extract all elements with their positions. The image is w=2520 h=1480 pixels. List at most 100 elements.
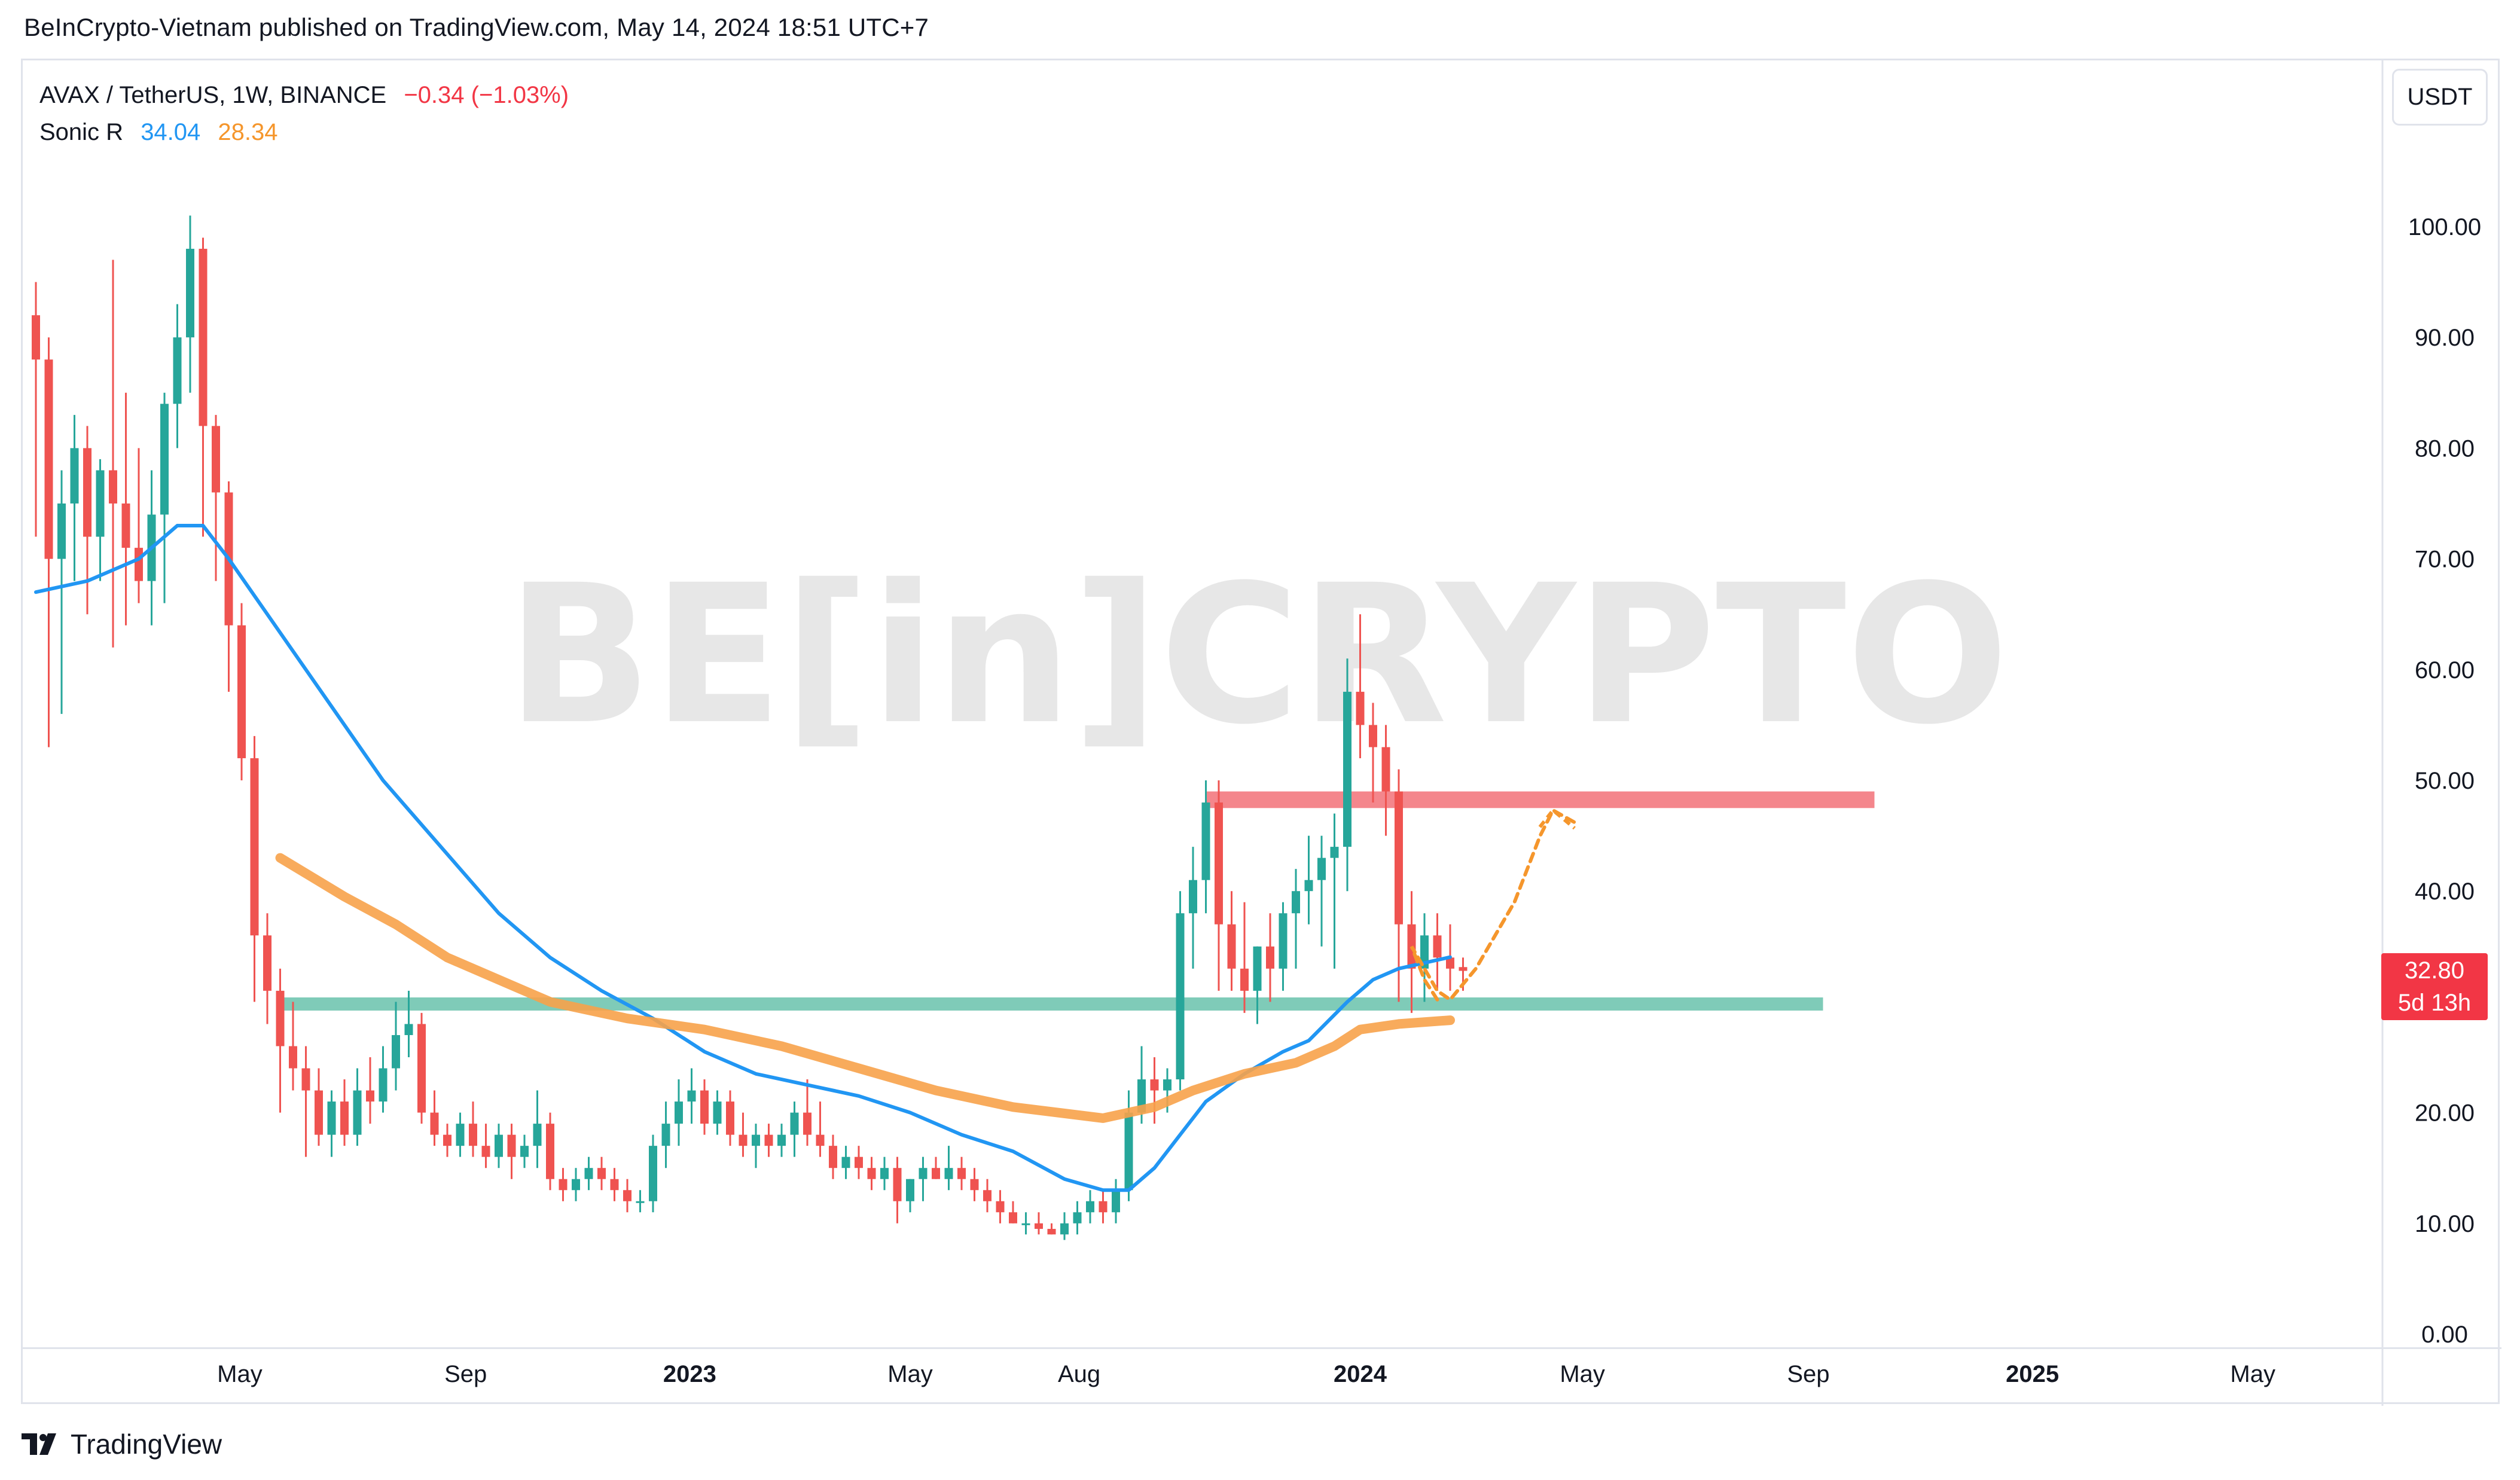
time-tick-label[interactable]: Sep — [1787, 1361, 1829, 1387]
time-axis-divider — [23, 1347, 2501, 1406]
candle-body — [764, 1134, 773, 1146]
candle-body — [957, 1168, 966, 1179]
candle-body — [212, 426, 220, 493]
candle-body — [443, 1134, 451, 1146]
candle-body — [1266, 946, 1274, 969]
watermark-text: BE[in]CRYPTO — [507, 544, 2009, 767]
indicator-row[interactable]: Sonic R 34.04 28.34 — [39, 114, 579, 151]
price-tick-label[interactable]: 60.00 — [2415, 657, 2475, 683]
candle-body — [1343, 691, 1351, 847]
candle-body — [880, 1168, 889, 1179]
candle-body — [970, 1179, 979, 1191]
candle-body — [1009, 1212, 1017, 1223]
currency-button[interactable]: USDT — [2392, 69, 2488, 126]
time-tick-label[interactable]: Aug — [1058, 1361, 1100, 1387]
candle-body — [121, 503, 130, 548]
candle-body — [173, 337, 182, 404]
time-tick-label[interactable]: Sep — [444, 1361, 487, 1387]
candle-body — [186, 249, 194, 338]
candle-body — [1099, 1201, 1108, 1213]
price-axis[interactable]: 0.0010.0020.0030.0040.0050.0060.0070.008… — [2408, 214, 2481, 1348]
tradingview-brand[interactable]: TradingView — [22, 1426, 222, 1462]
candle-body — [1060, 1223, 1069, 1235]
price-change: −0.34 (−1.03%) — [404, 82, 569, 108]
candle-body — [199, 249, 208, 426]
time-tick-label[interactable]: May — [1560, 1361, 1605, 1387]
candle-body — [237, 625, 246, 758]
candle-body — [507, 1134, 516, 1157]
last-price-badge: 32.80 5d 13h — [2381, 953, 2488, 1020]
candle-body — [1163, 1079, 1171, 1091]
candle-body — [289, 1046, 297, 1069]
symbol-row[interactable]: AVAX / TetherUS, 1W, BINANCE −0.34 (−1.0… — [39, 77, 579, 114]
chart-legend: AVAX / TetherUS, 1W, BINANCE −0.34 (−1.0… — [39, 77, 579, 151]
candle-body — [263, 935, 271, 991]
candle-body — [353, 1090, 362, 1135]
indicator-name[interactable]: Sonic R — [39, 119, 124, 145]
candle-body — [96, 470, 105, 537]
last-price: 32.80 — [2404, 957, 2465, 984]
candle-body — [700, 1090, 709, 1124]
time-tick-label[interactable]: 2025 — [2006, 1361, 2059, 1387]
price-tick-label[interactable]: 80.00 — [2415, 435, 2475, 462]
candle-body — [327, 1101, 336, 1135]
price-tick-label[interactable]: 100.00 — [2408, 214, 2481, 240]
candle-body — [44, 359, 53, 559]
price-tick-label[interactable]: 40.00 — [2415, 878, 2475, 905]
candle-body — [109, 470, 117, 503]
candle-body — [610, 1179, 619, 1191]
price-tick-label[interactable]: 70.00 — [2415, 547, 2475, 573]
candle-body — [70, 448, 79, 503]
candle-body — [584, 1168, 593, 1179]
candle-body — [379, 1068, 388, 1102]
candle-body — [83, 448, 91, 537]
price-chart[interactable]: BE[in]CRYPTO 0.0010.0020.0030.0040.0050.… — [23, 60, 2501, 1406]
candle-body — [1433, 935, 1442, 958]
candle-body — [495, 1134, 503, 1157]
price-tick-label[interactable]: 50.00 — [2415, 768, 2475, 794]
candle-body — [1317, 858, 1326, 880]
candle-body — [739, 1134, 748, 1146]
candle-body — [1112, 1190, 1120, 1213]
candle-body — [1035, 1223, 1043, 1229]
candle-body — [1395, 791, 1403, 924]
candle-body — [1150, 1079, 1159, 1091]
candle-body — [559, 1179, 568, 1191]
candle-body — [404, 1024, 413, 1035]
time-tick-label[interactable]: 2023 — [663, 1361, 716, 1387]
candle-body — [1279, 913, 1288, 969]
candle-body — [803, 1112, 811, 1135]
projection-arrow-head — [1538, 807, 1576, 830]
time-axis-border — [23, 1347, 2501, 1349]
candle-body — [1215, 802, 1223, 924]
candle-body — [520, 1146, 529, 1157]
candle-body — [996, 1201, 1005, 1213]
time-tick-label[interactable]: 2024 — [1334, 1361, 1387, 1387]
price-tick-label[interactable]: 10.00 — [2415, 1211, 2475, 1237]
candle-body — [893, 1168, 902, 1201]
candle-body — [816, 1134, 825, 1146]
time-tick-label[interactable]: May — [887, 1361, 933, 1387]
candle-body — [713, 1101, 722, 1124]
sonic-r-slow-line — [275, 853, 1455, 1123]
indicator-value-fast: 34.04 — [141, 119, 201, 145]
time-tick-label[interactable]: May — [217, 1361, 263, 1387]
price-tick-label[interactable]: 0.00 — [2421, 1322, 2468, 1348]
candle-body — [417, 1024, 426, 1113]
candle-body — [623, 1190, 631, 1201]
time-axis[interactable]: May Sep 2023 May Aug 2024 May Sep 2025 May — [217, 1361, 2275, 1387]
time-tick-label[interactable]: May — [2230, 1361, 2275, 1387]
price-tick-label[interactable]: 90.00 — [2415, 325, 2475, 351]
candle-body — [533, 1124, 542, 1146]
candle-body — [32, 315, 40, 360]
candle-body — [1446, 957, 1454, 969]
chart-area[interactable]: BE[in]CRYPTO 0.0010.0020.0030.0040.0050.… — [21, 59, 2501, 1406]
indicator-value-slow: 28.34 — [218, 119, 278, 145]
price-tick-label[interactable]: 20.00 — [2415, 1100, 2475, 1127]
candle-body — [135, 548, 143, 581]
candle-body — [1292, 891, 1300, 914]
candle-body — [1253, 946, 1262, 991]
candle-body — [1086, 1201, 1094, 1213]
publisher-line: BeInCrypto-Vietnam published on TradingV… — [24, 13, 929, 41]
symbol-label[interactable]: AVAX / TetherUS, 1W, BINANCE — [39, 82, 387, 108]
